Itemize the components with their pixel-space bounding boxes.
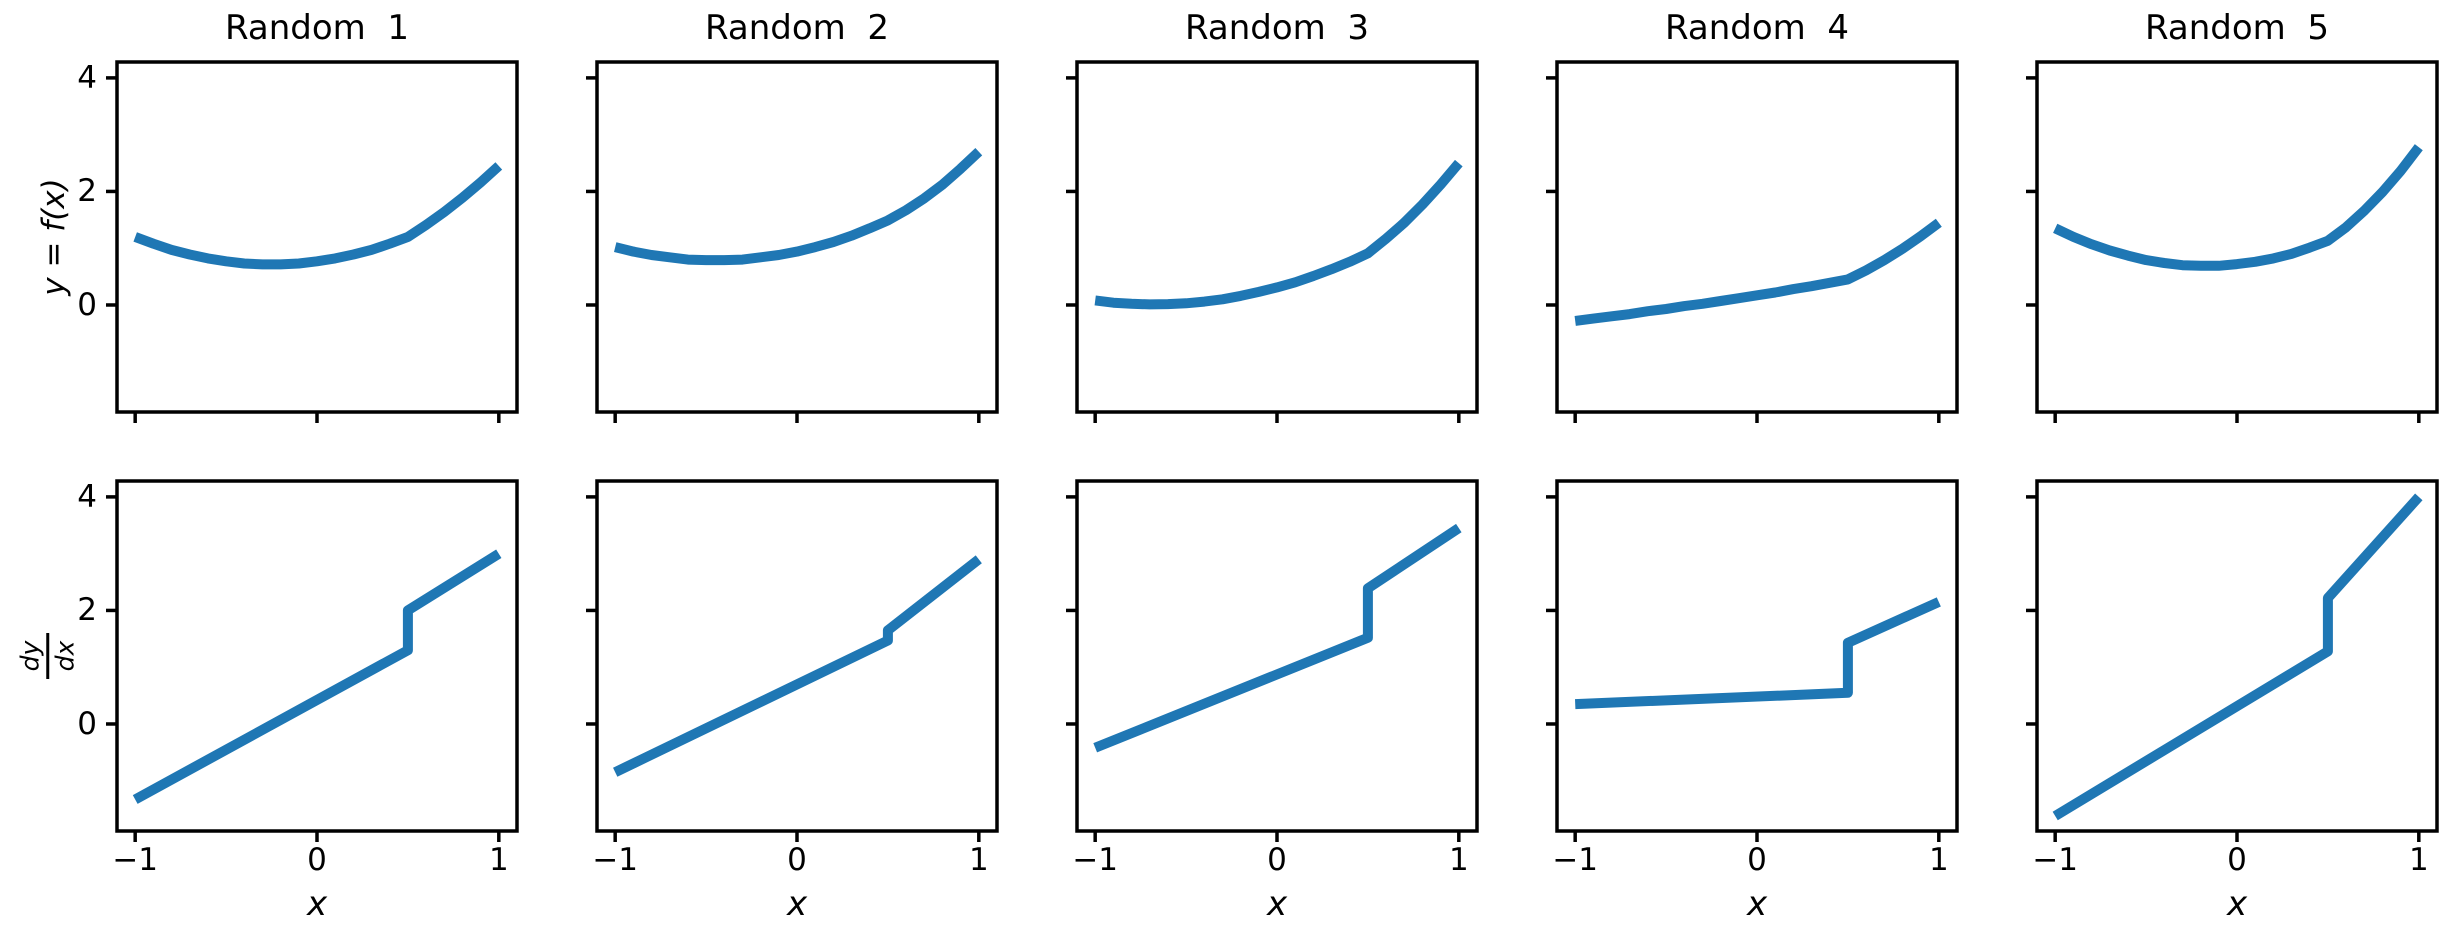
axes-spines bbox=[595, 479, 999, 833]
dydx-denominator: dx bbox=[50, 640, 80, 672]
axes-spines bbox=[2035, 60, 2439, 414]
y-tick-label: 4 bbox=[77, 478, 97, 515]
curve-dydx-4 bbox=[1574, 597, 1941, 710]
subplot-f-2 bbox=[586, 60, 999, 423]
x-tick-label: 1 bbox=[1928, 842, 1949, 878]
x-tick-label: 1 bbox=[2408, 842, 2429, 878]
subplot-f-1 bbox=[106, 60, 519, 423]
x-tick-label: −1 bbox=[592, 842, 639, 878]
subplot-f-4 bbox=[1546, 60, 1959, 423]
x-tick-label: 0 bbox=[307, 842, 327, 878]
ylabel-dydx-fraction: dy dx bbox=[15, 633, 80, 679]
x-axis-label: x bbox=[1266, 884, 1288, 924]
x-tick-label: 0 bbox=[787, 842, 807, 878]
x-tick-label: 0 bbox=[1267, 842, 1287, 878]
x-tick-label: −1 bbox=[1072, 842, 1119, 878]
y-tick-label: 0 bbox=[77, 705, 97, 742]
axes-spines bbox=[1555, 479, 1959, 833]
subplot-title: Random 5 bbox=[2144, 8, 2329, 48]
axes-spines bbox=[1555, 60, 1959, 414]
x-tick-label: 1 bbox=[488, 842, 509, 878]
subplot-dydx-2 bbox=[586, 479, 999, 842]
subplot-title: Random 4 bbox=[1664, 8, 1849, 48]
x-tick-label: −1 bbox=[1552, 842, 1599, 878]
x-axis-label: x bbox=[306, 884, 328, 924]
curve-dydx-2 bbox=[613, 555, 982, 777]
x-tick-label: 0 bbox=[2227, 842, 2247, 878]
axes-spines bbox=[115, 60, 519, 414]
subplot-dydx-5 bbox=[2026, 479, 2439, 842]
curve-dydx-5 bbox=[2052, 493, 2423, 821]
y-tick-label: 4 bbox=[77, 59, 97, 96]
x-tick-label: 1 bbox=[1448, 842, 1469, 878]
curve-dydx-1 bbox=[132, 549, 502, 804]
subplot-dydx-1 bbox=[106, 479, 519, 842]
curve-f-5 bbox=[2053, 144, 2423, 271]
subplot-title: Random 3 bbox=[1184, 8, 1369, 48]
x-axis-label: x bbox=[1746, 884, 1768, 924]
y-tick-label: 0 bbox=[77, 286, 97, 323]
subplot-f-5 bbox=[2026, 60, 2439, 423]
curve-dydx-3 bbox=[1093, 523, 1462, 753]
curve-f-2 bbox=[613, 148, 983, 266]
dydx-numerator: dy bbox=[15, 640, 45, 672]
subplot-title: Random 1 bbox=[224, 8, 409, 48]
x-axis-label: x bbox=[2226, 884, 2248, 924]
y-tick-label: 2 bbox=[77, 173, 97, 210]
axes-spines bbox=[1075, 479, 1479, 833]
curve-f-4 bbox=[1574, 218, 1942, 326]
subplot-dydx-4 bbox=[1546, 479, 1959, 842]
subplot-f-3 bbox=[1066, 60, 1479, 423]
y-tick-label: 2 bbox=[77, 592, 97, 629]
curve-f-3 bbox=[1094, 159, 1463, 310]
x-tick-label: 1 bbox=[968, 842, 989, 878]
x-axis-label: x bbox=[786, 884, 808, 924]
x-tick-label: 0 bbox=[1747, 842, 1767, 878]
axes-spines bbox=[2035, 479, 2439, 833]
x-tick-label: −1 bbox=[112, 842, 159, 878]
subplot-title: Random 2 bbox=[704, 8, 889, 48]
x-tick-label: −1 bbox=[2032, 842, 2079, 878]
subplot-dydx-3 bbox=[1066, 479, 1479, 842]
curve-f-1 bbox=[133, 162, 503, 270]
fraction-bar-icon bbox=[46, 633, 50, 679]
axes-spines bbox=[595, 60, 999, 414]
axes-spines bbox=[1075, 60, 1479, 414]
